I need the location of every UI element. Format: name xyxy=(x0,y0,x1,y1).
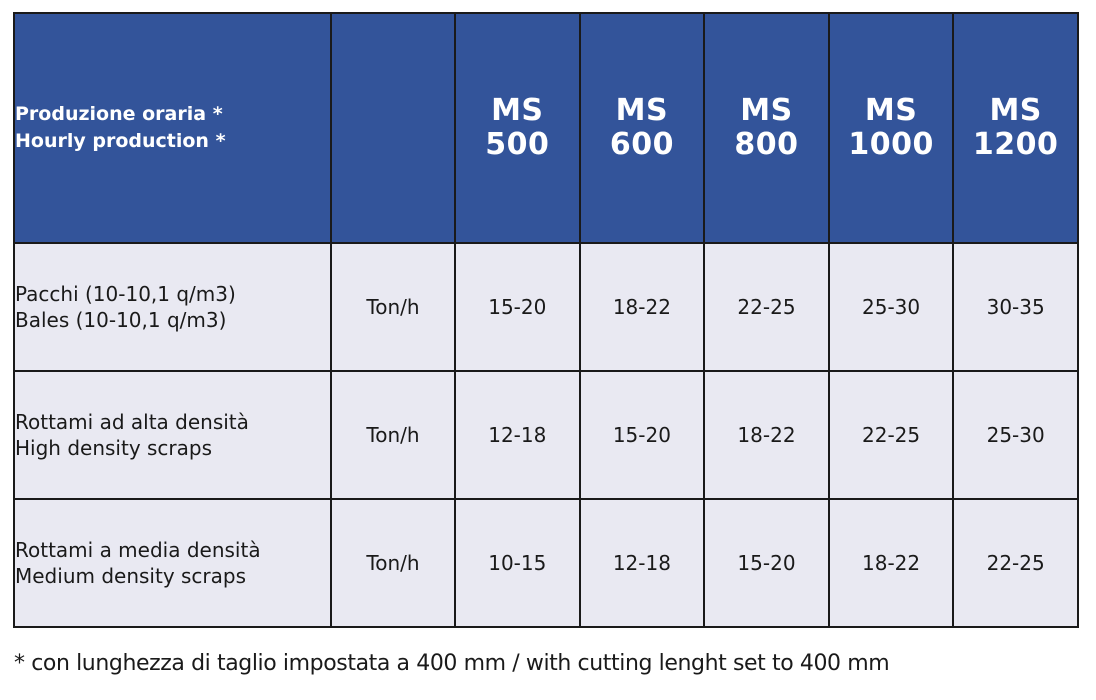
footnote: * con lunghezza di taglio impostata a 40… xyxy=(14,651,890,676)
value-cell: 12-18 xyxy=(578,498,706,628)
model-header-ms1200: MS 1200 xyxy=(952,12,1079,244)
value-cell: 10-15 xyxy=(454,498,581,628)
row-label-cell: Rottami a media densità Medium density s… xyxy=(13,498,332,628)
row-label-cell: Rottami ad alta densità High density scr… xyxy=(13,370,332,500)
header-label-italian: Produzione oraria * xyxy=(15,103,223,125)
model-prefix: MS xyxy=(989,93,1042,128)
value-cell: 18-22 xyxy=(703,370,830,500)
model-header-ms600: MS 600 xyxy=(578,12,706,244)
model-header-ms800: MS 800 xyxy=(703,12,830,244)
row-label-cell: Pacchi (10-10,1 q/m3) Bales (10-10,1 q/m… xyxy=(13,242,332,372)
model-prefix: MS xyxy=(740,93,793,128)
value-cell: 25-30 xyxy=(952,370,1079,500)
model-number: 1000 xyxy=(848,127,934,162)
value-cell: 15-20 xyxy=(578,370,706,500)
value-cell: 18-22 xyxy=(578,242,706,372)
unit-header-cell xyxy=(330,12,456,244)
model-header-ms1000: MS 1000 xyxy=(827,12,955,244)
unit-cell: Ton/h xyxy=(330,370,456,500)
model-number: 1200 xyxy=(972,127,1059,162)
table-row: Rottami a media densità Medium density s… xyxy=(13,498,1079,628)
value-cell: 25-30 xyxy=(827,242,955,372)
production-header-cell: Produzione oraria * Hourly production * xyxy=(13,12,332,244)
row-label-italian: Rottami ad alta densità xyxy=(15,410,249,434)
model-prefix: MS xyxy=(491,93,544,128)
production-table: Produzione oraria * Hourly production * … xyxy=(13,12,1079,628)
unit-cell: Ton/h xyxy=(330,242,456,372)
table-row: Pacchi (10-10,1 q/m3) Bales (10-10,1 q/m… xyxy=(13,242,1079,372)
value-cell: 22-25 xyxy=(952,498,1079,628)
header-label-english: Hourly production * xyxy=(15,130,226,152)
header-row: Produzione oraria * Hourly production * … xyxy=(13,12,1079,244)
model-header-ms500: MS 500 xyxy=(454,12,581,244)
value-cell: 15-20 xyxy=(454,242,581,372)
value-cell: 30-35 xyxy=(952,242,1079,372)
model-number: 500 xyxy=(485,127,550,162)
value-cell: 22-25 xyxy=(703,242,830,372)
table-row: Rottami ad alta densità High density scr… xyxy=(13,370,1079,500)
row-label-english: High density scraps xyxy=(15,436,213,460)
value-cell: 12-18 xyxy=(454,370,581,500)
model-number: 800 xyxy=(734,127,799,162)
unit-cell: Ton/h xyxy=(330,498,456,628)
row-label-italian: Pacchi (10-10,1 q/m3) xyxy=(15,282,236,306)
row-label-english: Medium density scraps xyxy=(15,564,247,588)
row-label-english: Bales (10-10,1 q/m3) xyxy=(15,308,227,332)
row-label-italian: Rottami a media densità xyxy=(15,538,261,562)
value-cell: 18-22 xyxy=(827,498,955,628)
value-cell: 15-20 xyxy=(703,498,830,628)
model-prefix: MS xyxy=(615,93,669,128)
value-cell: 22-25 xyxy=(827,370,955,500)
model-prefix: MS xyxy=(864,93,918,128)
model-number: 600 xyxy=(609,127,674,162)
